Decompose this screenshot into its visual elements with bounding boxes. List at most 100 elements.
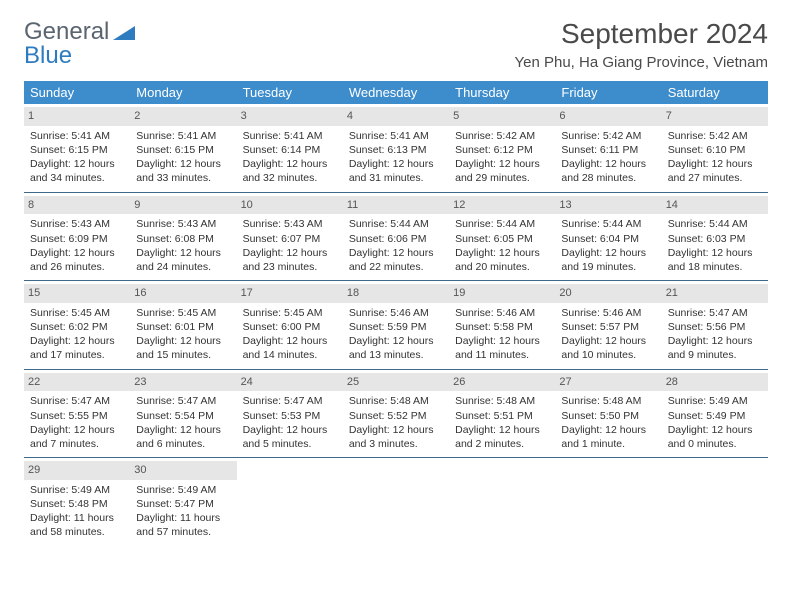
sunrise-text: Sunrise: 5:41 AM	[136, 129, 230, 143]
daylight-text: and 0 minutes.	[668, 437, 762, 451]
sunrise-text: Sunrise: 5:42 AM	[561, 129, 655, 143]
calendar-day-cell: 22Sunrise: 5:47 AMSunset: 5:55 PMDayligh…	[24, 369, 130, 458]
sunset-text: Sunset: 6:01 PM	[136, 320, 230, 334]
day-number: 4	[343, 107, 449, 126]
day-details: Sunrise: 5:49 AMSunset: 5:49 PMDaylight:…	[668, 394, 762, 451]
daylight-text: Daylight: 12 hours	[349, 334, 443, 348]
sunrise-text: Sunrise: 5:43 AM	[243, 217, 337, 231]
location-text: Yen Phu, Ha Giang Province, Vietnam	[515, 54, 769, 71]
daylight-text: Daylight: 12 hours	[561, 246, 655, 260]
weekday-header: Thursday	[449, 81, 555, 104]
calendar-day-cell: 27Sunrise: 5:48 AMSunset: 5:50 PMDayligh…	[555, 369, 661, 458]
daylight-text: and 9 minutes.	[668, 348, 762, 362]
day-details: Sunrise: 5:49 AMSunset: 5:48 PMDaylight:…	[30, 483, 124, 540]
sunrise-text: Sunrise: 5:44 AM	[349, 217, 443, 231]
day-number: 7	[662, 107, 768, 126]
daylight-text: Daylight: 12 hours	[136, 334, 230, 348]
sunset-text: Sunset: 5:52 PM	[349, 409, 443, 423]
sunrise-text: Sunrise: 5:47 AM	[30, 394, 124, 408]
sunset-text: Sunset: 6:15 PM	[136, 143, 230, 157]
daylight-text: and 58 minutes.	[30, 525, 124, 539]
daylight-text: and 15 minutes.	[136, 348, 230, 362]
daylight-text: and 20 minutes.	[455, 260, 549, 274]
daylight-text: and 22 minutes.	[349, 260, 443, 274]
day-details: Sunrise: 5:42 AMSunset: 6:11 PMDaylight:…	[561, 129, 655, 186]
sunrise-text: Sunrise: 5:46 AM	[455, 306, 549, 320]
daylight-text: and 33 minutes.	[136, 171, 230, 185]
day-details: Sunrise: 5:49 AMSunset: 5:47 PMDaylight:…	[136, 483, 230, 540]
daylight-text: Daylight: 12 hours	[668, 246, 762, 260]
day-details: Sunrise: 5:45 AMSunset: 6:01 PMDaylight:…	[136, 306, 230, 363]
daylight-text: Daylight: 12 hours	[668, 157, 762, 171]
daylight-text: and 17 minutes.	[30, 348, 124, 362]
day-details: Sunrise: 5:46 AMSunset: 5:59 PMDaylight:…	[349, 306, 443, 363]
daylight-text: and 57 minutes.	[136, 525, 230, 539]
day-details: Sunrise: 5:44 AMSunset: 6:05 PMDaylight:…	[455, 217, 549, 274]
sunrise-text: Sunrise: 5:48 AM	[349, 394, 443, 408]
sunset-text: Sunset: 5:50 PM	[561, 409, 655, 423]
sunrise-text: Sunrise: 5:41 AM	[243, 129, 337, 143]
sunset-text: Sunset: 5:48 PM	[30, 497, 124, 511]
day-details: Sunrise: 5:45 AMSunset: 6:02 PMDaylight:…	[30, 306, 124, 363]
day-details: Sunrise: 5:46 AMSunset: 5:58 PMDaylight:…	[455, 306, 549, 363]
sunset-text: Sunset: 6:11 PM	[561, 143, 655, 157]
day-details: Sunrise: 5:47 AMSunset: 5:53 PMDaylight:…	[243, 394, 337, 451]
day-details: Sunrise: 5:44 AMSunset: 6:06 PMDaylight:…	[349, 217, 443, 274]
sunset-text: Sunset: 6:13 PM	[349, 143, 443, 157]
calendar-day-cell: 4Sunrise: 5:41 AMSunset: 6:13 PMDaylight…	[343, 104, 449, 192]
day-number: 29	[24, 461, 130, 480]
day-details: Sunrise: 5:46 AMSunset: 5:57 PMDaylight:…	[561, 306, 655, 363]
brand-part2: Blue	[24, 42, 72, 70]
daylight-text: and 2 minutes.	[455, 437, 549, 451]
sunrise-text: Sunrise: 5:48 AM	[455, 394, 549, 408]
sunset-text: Sunset: 6:04 PM	[561, 232, 655, 246]
daylight-text: and 32 minutes.	[243, 171, 337, 185]
daylight-text: Daylight: 12 hours	[243, 157, 337, 171]
sunrise-text: Sunrise: 5:41 AM	[349, 129, 443, 143]
daylight-text: Daylight: 12 hours	[455, 246, 549, 260]
daylight-text: and 10 minutes.	[561, 348, 655, 362]
calendar-day-cell: 2Sunrise: 5:41 AMSunset: 6:15 PMDaylight…	[130, 104, 236, 192]
calendar-day-cell: 28Sunrise: 5:49 AMSunset: 5:49 PMDayligh…	[662, 369, 768, 458]
calendar-day-cell: ..	[662, 458, 768, 546]
sunrise-text: Sunrise: 5:47 AM	[668, 306, 762, 320]
sunset-text: Sunset: 6:05 PM	[455, 232, 549, 246]
day-details: Sunrise: 5:47 AMSunset: 5:56 PMDaylight:…	[668, 306, 762, 363]
daylight-text: and 26 minutes.	[30, 260, 124, 274]
weekday-header: Friday	[555, 81, 661, 104]
calendar-day-cell: ..	[555, 458, 661, 546]
weekday-header: Tuesday	[237, 81, 343, 104]
calendar-day-cell: 26Sunrise: 5:48 AMSunset: 5:51 PMDayligh…	[449, 369, 555, 458]
weekday-header: Saturday	[662, 81, 768, 104]
sunrise-text: Sunrise: 5:49 AM	[668, 394, 762, 408]
calendar-day-cell: 24Sunrise: 5:47 AMSunset: 5:53 PMDayligh…	[237, 369, 343, 458]
calendar-day-cell: 14Sunrise: 5:44 AMSunset: 6:03 PMDayligh…	[662, 192, 768, 281]
weekday-header: Wednesday	[343, 81, 449, 104]
day-number: 1	[24, 107, 130, 126]
daylight-text: and 24 minutes.	[136, 260, 230, 274]
daylight-text: Daylight: 12 hours	[349, 246, 443, 260]
day-number: 5	[449, 107, 555, 126]
month-title: September 2024	[515, 18, 769, 50]
calendar-day-cell: 11Sunrise: 5:44 AMSunset: 6:06 PMDayligh…	[343, 192, 449, 281]
day-details: Sunrise: 5:41 AMSunset: 6:15 PMDaylight:…	[136, 129, 230, 186]
daylight-text: Daylight: 12 hours	[349, 423, 443, 437]
calendar-day-cell: 8Sunrise: 5:43 AMSunset: 6:09 PMDaylight…	[24, 192, 130, 281]
calendar-day-cell: 10Sunrise: 5:43 AMSunset: 6:07 PMDayligh…	[237, 192, 343, 281]
daylight-text: Daylight: 12 hours	[136, 423, 230, 437]
calendar-day-cell: 30Sunrise: 5:49 AMSunset: 5:47 PMDayligh…	[130, 458, 236, 546]
calendar-day-cell: 18Sunrise: 5:46 AMSunset: 5:59 PMDayligh…	[343, 281, 449, 370]
calendar-day-cell: 20Sunrise: 5:46 AMSunset: 5:57 PMDayligh…	[555, 281, 661, 370]
sunset-text: Sunset: 6:14 PM	[243, 143, 337, 157]
calendar-week-row: 8Sunrise: 5:43 AMSunset: 6:09 PMDaylight…	[24, 192, 768, 281]
daylight-text: Daylight: 12 hours	[136, 246, 230, 260]
sunset-text: Sunset: 6:07 PM	[243, 232, 337, 246]
day-number: 13	[555, 196, 661, 215]
day-number: 27	[555, 373, 661, 392]
calendar-day-cell: 16Sunrise: 5:45 AMSunset: 6:01 PMDayligh…	[130, 281, 236, 370]
daylight-text: Daylight: 12 hours	[30, 423, 124, 437]
daylight-text: and 31 minutes.	[349, 171, 443, 185]
day-number: 14	[662, 196, 768, 215]
day-details: Sunrise: 5:48 AMSunset: 5:52 PMDaylight:…	[349, 394, 443, 451]
calendar-header-row: SundayMondayTuesdayWednesdayThursdayFrid…	[24, 81, 768, 104]
